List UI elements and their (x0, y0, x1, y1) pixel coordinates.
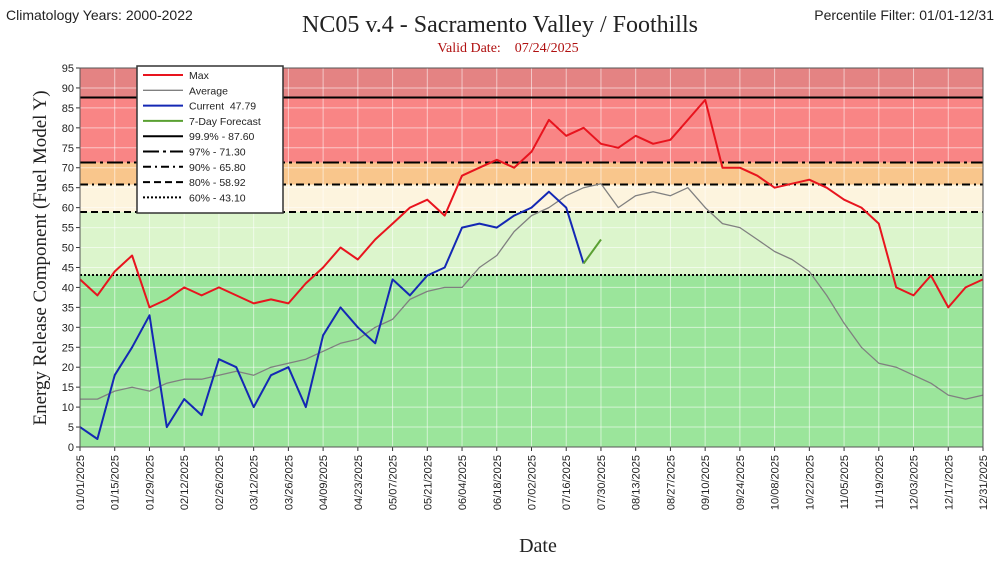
x-tick-label: 03/26/2025 (283, 455, 295, 510)
series-line (582, 238, 602, 265)
y-tick-label: 65 (62, 183, 74, 195)
x-tick-label: 01/01/2025 (75, 455, 87, 510)
percentile-note: Percentile Filter: 01/01-12/31 (814, 7, 994, 23)
y-tick-label: 10 (62, 402, 74, 414)
y-tick-label: 90 (62, 83, 74, 95)
x-tick-label: 09/10/2025 (700, 455, 712, 510)
x-tick-label: 07/16/2025 (561, 455, 573, 510)
x-tick-label: 09/24/2025 (735, 455, 747, 510)
legend-label: 99.9% - 87.60 (189, 131, 255, 143)
x-axis-label: Date (519, 535, 557, 557)
y-tick-label: 5 (68, 422, 74, 434)
chart-subtitle: Valid Date: 07/24/2025 (437, 41, 578, 56)
y-tick-label: 35 (62, 302, 74, 314)
x-tick-label: 01/29/2025 (144, 455, 156, 510)
legend-label: 7-Day Forecast (189, 116, 261, 128)
y-tick-label: 55 (62, 223, 74, 235)
x-tick-label: 07/02/2025 (527, 455, 539, 510)
x-tick-label: 04/23/2025 (353, 455, 365, 510)
y-tick-label: 70 (62, 163, 74, 175)
x-tick-label: 11/05/2025 (839, 455, 851, 509)
x-tick-label: 05/07/2025 (388, 455, 400, 510)
chart-title: NC05 v.4 - Sacramento Valley / Foothills (302, 12, 698, 38)
y-tick-label: 45 (62, 262, 74, 274)
x-tick-label: 02/12/2025 (179, 455, 191, 510)
y-tick-label: 40 (62, 282, 74, 294)
y-tick-label: 85 (62, 103, 74, 115)
series-line (79, 98, 984, 309)
x-tick-label: 03/12/2025 (249, 455, 261, 510)
y-tick-label: 20 (62, 362, 74, 374)
legend-label: 97% - 71.30 (189, 147, 246, 159)
legend-label: 80% - 58.92 (189, 177, 246, 189)
x-tick-label: 10/22/2025 (804, 455, 816, 510)
x-tick-label: 06/18/2025 (492, 455, 504, 510)
legend-label: Average (189, 85, 228, 97)
legend-label: 60% - 43.10 (189, 192, 246, 204)
legend-label: Max (189, 70, 210, 82)
y-tick-label: 75 (62, 143, 74, 155)
x-tick-label: 06/04/2025 (457, 455, 469, 510)
y-tick-label: 95 (62, 63, 74, 75)
y-tick-label: 30 (62, 322, 74, 334)
x-tick-label: 05/21/2025 (422, 455, 434, 510)
x-tick-label: 12/03/2025 (909, 455, 921, 510)
x-tick-label: 01/15/2025 (110, 455, 122, 510)
legend-label: 90% - 65.80 (189, 162, 246, 174)
y-tick-label: 15 (62, 382, 74, 394)
y-tick-label: 0 (68, 442, 74, 454)
y-tick-label: 60 (62, 203, 74, 215)
x-tick-label: 08/13/2025 (631, 455, 643, 510)
series-line (79, 190, 585, 440)
y-tick-label: 50 (62, 243, 74, 255)
climatology-note: Climatology Years: 2000-2022 (6, 7, 193, 23)
x-tick-label: 07/30/2025 (596, 455, 608, 510)
x-tick-label: 10/08/2025 (770, 455, 782, 510)
x-tick-label: 12/31/2025 (978, 455, 990, 510)
y-tick-label: 25 (62, 342, 74, 354)
x-tick-label: 12/17/2025 (943, 455, 955, 510)
x-tick-label: 08/27/2025 (665, 455, 677, 510)
legend-label: Current 47.79 (189, 101, 256, 113)
series-line (80, 183, 984, 400)
x-tick-label: 04/09/2025 (318, 455, 330, 510)
x-tick-label: 02/26/2025 (214, 455, 226, 510)
plot-frame (79, 67, 984, 448)
y-axis-label: Energy Release Component (Fuel Model Y) (30, 90, 51, 425)
x-tick-label: 11/19/2025 (874, 455, 886, 509)
y-tick-label: 80 (62, 123, 74, 135)
